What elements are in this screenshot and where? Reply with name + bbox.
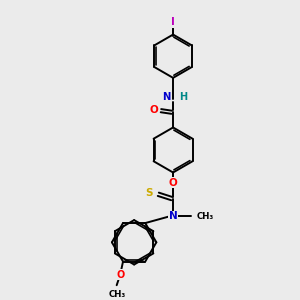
Text: N: N [169,211,178,221]
Text: I: I [171,17,175,28]
Text: S: S [146,188,153,198]
Text: O: O [149,106,158,116]
Text: CH₃: CH₃ [196,212,213,221]
Text: CH₃: CH₃ [109,290,126,298]
Text: O: O [169,178,178,188]
Text: H: H [179,92,188,102]
Text: O: O [116,269,124,280]
Text: N: N [162,92,171,102]
